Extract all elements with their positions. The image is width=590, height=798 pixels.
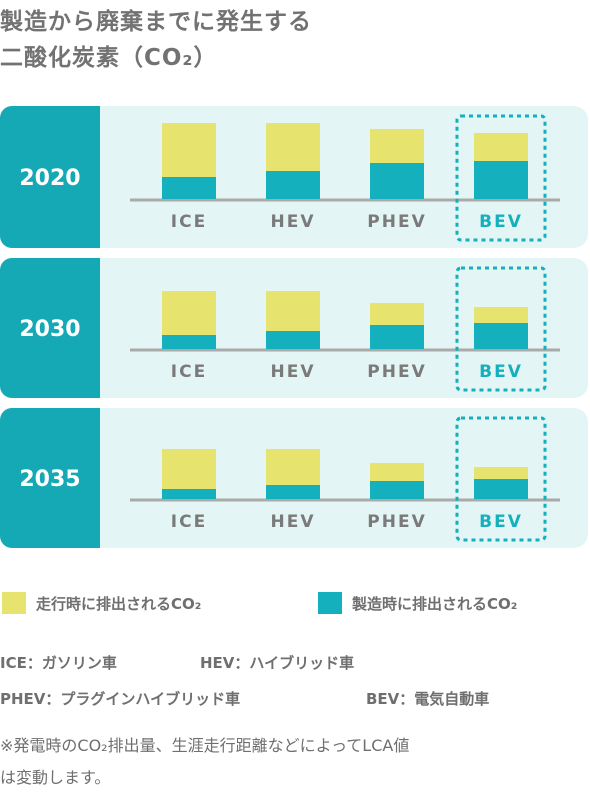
legend-swatch-running bbox=[2, 592, 26, 614]
bar-running-ice bbox=[162, 123, 216, 177]
bev-highlight-frame bbox=[455, 416, 547, 542]
year-block-fill bbox=[50, 106, 100, 248]
bar-running-ice bbox=[162, 449, 216, 489]
bar-manufacturing-ice bbox=[162, 489, 216, 499]
tick-label-bev: BEV bbox=[479, 362, 523, 382]
bar-running-hev bbox=[266, 123, 320, 171]
bar-manufacturing-bev bbox=[474, 323, 528, 349]
bar-manufacturing-ice bbox=[162, 177, 216, 199]
bar-running-hev bbox=[266, 291, 320, 331]
bar-running-ice bbox=[162, 291, 216, 335]
legend-item-manufacturing: 製造時に排出されるCO₂ bbox=[318, 592, 517, 614]
legend-label-manufacturing: 製造時に排出されるCO₂ bbox=[352, 594, 518, 613]
year-block-fill bbox=[50, 258, 100, 398]
year-label: 2020 bbox=[19, 166, 80, 191]
bar-manufacturing-phev bbox=[370, 163, 424, 199]
tick-label-hev: HEV bbox=[271, 362, 316, 382]
note-ice: ICE：ガソリン車 bbox=[0, 654, 117, 672]
tick-label-phev: PHEV bbox=[367, 512, 426, 532]
bar-running-hev bbox=[266, 449, 320, 485]
tick-label-phev: PHEV bbox=[367, 362, 426, 382]
bar-manufacturing-bev bbox=[474, 479, 528, 499]
legend-label-running: 走行時に排出されるCO₂ bbox=[36, 594, 202, 613]
footnote: ※発電時のCO₂排出量、生涯走行距離などによってLCA値 は変動します。 bbox=[0, 730, 590, 794]
year-label: 2035 bbox=[19, 467, 80, 492]
bar-manufacturing-hev bbox=[266, 331, 320, 349]
chart-title: 製造から廃棄までに発生する 二酸化炭素（CO₂） bbox=[0, 4, 312, 76]
chart-panel-2020: 2020 ICE HEV PHEV BEV bbox=[0, 106, 588, 248]
title-line-2: 二酸化炭素（CO₂） bbox=[0, 45, 218, 71]
chart-panel-2035: 2035 ICE HEV PHEV BEV bbox=[0, 408, 588, 548]
chart-svg-2020: 2020 ICE HEV PHEV BEV bbox=[0, 106, 588, 248]
tick-label-hev: HEV bbox=[271, 512, 316, 532]
title-line-1: 製造から廃棄までに発生する bbox=[0, 9, 312, 35]
footnote-line-1: ※発電時のCO₂排出量、生涯走行距離などによってLCA値 bbox=[0, 736, 410, 755]
bev-highlight-frame bbox=[455, 266, 547, 392]
note-hev: HEV：ハイブリッド車 bbox=[200, 654, 355, 672]
tick-label-bev: BEV bbox=[479, 512, 523, 532]
legend-swatch-manufacturing bbox=[318, 592, 342, 614]
bar-running-phev bbox=[370, 303, 424, 325]
bar-manufacturing-hev bbox=[266, 171, 320, 199]
bar-manufacturing-phev bbox=[370, 481, 424, 499]
bar-running-bev bbox=[474, 467, 528, 479]
tick-label-phev: PHEV bbox=[367, 212, 426, 232]
bar-manufacturing-bev bbox=[474, 161, 528, 199]
bar-running-phev bbox=[370, 129, 424, 163]
year-label: 2030 bbox=[19, 317, 80, 342]
bar-manufacturing-hev bbox=[266, 485, 320, 499]
chart-svg-2030: 2030 ICE HEV PHEV BEV bbox=[0, 258, 588, 398]
bar-running-bev bbox=[474, 307, 528, 323]
bar-manufacturing-phev bbox=[370, 325, 424, 349]
tick-label-ice: ICE bbox=[171, 362, 207, 382]
note-bev: BEV：電気自動車 bbox=[366, 690, 490, 708]
tick-label-hev: HEV bbox=[271, 212, 316, 232]
note-phev: PHEV：プラグインハイブリッド車 bbox=[0, 690, 241, 708]
footnote-line-2: は変動します。 bbox=[0, 768, 111, 787]
tick-label-ice: ICE bbox=[171, 212, 207, 232]
tick-label-ice: ICE bbox=[171, 512, 207, 532]
chart-panel-2030: 2030 ICE HEV PHEV BEV bbox=[0, 258, 588, 398]
bar-manufacturing-ice bbox=[162, 335, 216, 349]
chart-svg-2035: 2035 ICE HEV PHEV BEV bbox=[0, 408, 588, 548]
tick-label-bev: BEV bbox=[479, 212, 523, 232]
bar-running-bev bbox=[474, 133, 528, 161]
legend: 走行時に排出されるCO₂ 製造時に排出されるCO₂ bbox=[0, 592, 590, 618]
bar-running-phev bbox=[370, 463, 424, 481]
legend-item-running: 走行時に排出されるCO₂ bbox=[2, 592, 201, 614]
year-block-fill bbox=[50, 408, 100, 548]
bev-highlight-frame bbox=[455, 114, 547, 242]
